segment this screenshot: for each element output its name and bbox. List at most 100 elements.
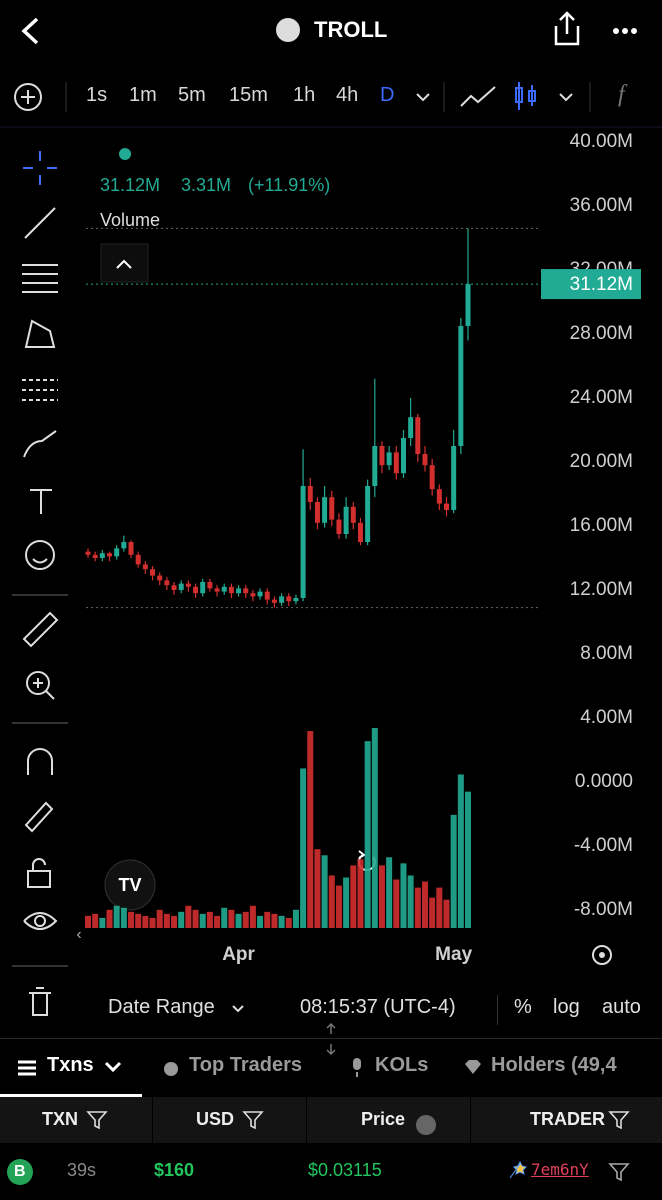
filter-icon[interactable] bbox=[608, 1162, 630, 1182]
timeframe[interactable]: 5m bbox=[178, 84, 206, 106]
mic-icon bbox=[353, 1058, 361, 1077]
volume-bar bbox=[106, 909, 113, 928]
column-header[interactable]: Price bbox=[361, 1109, 406, 1129]
share-button[interactable] bbox=[554, 11, 580, 46]
timeframe[interactable]: D bbox=[380, 84, 395, 106]
volume-bar bbox=[206, 911, 213, 928]
candle-body bbox=[200, 582, 206, 594]
y-tick-label: 40.00M bbox=[570, 131, 633, 152]
chart-type-dropdown[interactable] bbox=[559, 93, 573, 102]
buy-badge bbox=[7, 1159, 33, 1185]
zoom-tool[interactable] bbox=[26, 671, 55, 700]
auto-toggle[interactable]: auto bbox=[602, 996, 641, 1018]
drawing-toolbar bbox=[12, 151, 68, 1016]
volume-bar bbox=[378, 865, 385, 928]
lock-drawings-tool[interactable] bbox=[24, 801, 54, 833]
column-header[interactable]: TXN bbox=[42, 1109, 78, 1129]
candle-chart-button[interactable] bbox=[515, 82, 536, 110]
filter-icon[interactable] bbox=[608, 1110, 630, 1130]
candle-body bbox=[451, 446, 457, 510]
y-tick-label: 20.00M bbox=[570, 451, 633, 472]
volume-bar bbox=[407, 875, 414, 928]
timezone-button[interactable]: 08:15:37 (UTC-4) bbox=[300, 996, 456, 1018]
candle-body bbox=[357, 522, 363, 542]
volume-bar bbox=[221, 907, 228, 928]
pattern-tool[interactable] bbox=[24, 319, 56, 348]
volume-bar bbox=[178, 911, 185, 928]
volume-bar bbox=[335, 885, 342, 928]
fib-tool[interactable] bbox=[22, 264, 58, 293]
candle-body bbox=[393, 452, 399, 474]
resize-handle[interactable] bbox=[323, 1022, 339, 1056]
volume-bar bbox=[278, 915, 285, 928]
settings-button[interactable] bbox=[592, 945, 612, 965]
volume-bar bbox=[450, 814, 457, 928]
tab-txns[interactable]: Txns bbox=[47, 1054, 94, 1076]
toolbar-toggle[interactable]: ‹ bbox=[76, 926, 81, 943]
candle-body bbox=[92, 554, 98, 558]
add-indicator[interactable] bbox=[14, 83, 42, 111]
candle-body bbox=[314, 502, 320, 523]
y-tick-label: -8.00M bbox=[574, 899, 633, 920]
column-header[interactable]: USD bbox=[196, 1109, 235, 1129]
hide-tool[interactable] bbox=[23, 912, 58, 930]
volume-bar bbox=[199, 913, 206, 928]
tradingview-logo[interactable]: TV bbox=[104, 859, 156, 911]
line-chart-button[interactable] bbox=[460, 86, 496, 107]
candle-body bbox=[307, 486, 313, 502]
magnet-tool[interactable] bbox=[27, 748, 53, 775]
candle-body bbox=[178, 583, 184, 590]
tab-top-traders[interactable]: Top Traders bbox=[189, 1054, 302, 1076]
percent-toggle[interactable]: % bbox=[514, 996, 532, 1018]
timeframe[interactable]: 15m bbox=[229, 84, 268, 106]
legend-close: 31.12M bbox=[100, 175, 160, 195]
volume-bar bbox=[149, 917, 156, 928]
currency-icon[interactable] bbox=[415, 1114, 437, 1136]
tab-kols[interactable]: KOLs bbox=[375, 1054, 429, 1076]
timeframe[interactable]: 1m bbox=[129, 84, 157, 106]
filter-icon[interactable] bbox=[242, 1110, 264, 1130]
volume-bar bbox=[386, 857, 393, 928]
volume-bar bbox=[400, 863, 407, 928]
y-tick-label: 16.00M bbox=[570, 515, 633, 536]
projection-tool[interactable] bbox=[22, 379, 58, 401]
filter-icon[interactable] bbox=[86, 1110, 108, 1130]
log-toggle[interactable]: log bbox=[553, 996, 580, 1018]
trader-address[interactable]: 7em6nY bbox=[531, 1160, 589, 1179]
volume-bar bbox=[214, 915, 221, 928]
top-bar: f bbox=[0, 11, 662, 128]
candle-body bbox=[185, 583, 191, 587]
line-tool[interactable] bbox=[24, 207, 56, 239]
timeframe-dropdown[interactable] bbox=[416, 93, 430, 102]
back-button[interactable] bbox=[21, 17, 39, 45]
ruler-tool[interactable] bbox=[22, 611, 59, 648]
delete-tool[interactable] bbox=[29, 987, 51, 1016]
column-header[interactable]: TRADER bbox=[530, 1109, 605, 1129]
functions-button[interactable]: f bbox=[618, 82, 628, 108]
volume-bar bbox=[128, 911, 135, 928]
timeframe[interactable]: 4h bbox=[336, 84, 359, 106]
candle-body bbox=[85, 551, 91, 555]
brush-tool[interactable] bbox=[23, 430, 57, 458]
text-tool[interactable] bbox=[30, 489, 52, 514]
date-range-button[interactable]: Date Range bbox=[108, 996, 215, 1018]
token-icon bbox=[276, 18, 300, 42]
unlock-tool[interactable] bbox=[27, 858, 51, 888]
volume-bar bbox=[307, 731, 314, 928]
divider bbox=[0, 1038, 662, 1039]
txn-usd: $160 bbox=[154, 1160, 195, 1180]
timeframe[interactable]: 1h bbox=[293, 84, 316, 106]
volume-bar bbox=[163, 913, 170, 928]
timeframe[interactable]: 1s bbox=[86, 84, 108, 106]
emoji-tool[interactable] bbox=[25, 540, 55, 570]
tab-holders[interactable]: Holders (49,4 bbox=[491, 1054, 617, 1076]
candle-body bbox=[214, 588, 220, 592]
candle-body bbox=[135, 554, 141, 565]
collapse-button[interactable] bbox=[100, 243, 149, 283]
volume-bar bbox=[113, 905, 120, 928]
candle-body bbox=[221, 586, 227, 592]
crosshair-tool[interactable] bbox=[23, 151, 57, 185]
candle-body bbox=[207, 582, 213, 589]
more-button[interactable] bbox=[613, 28, 637, 34]
